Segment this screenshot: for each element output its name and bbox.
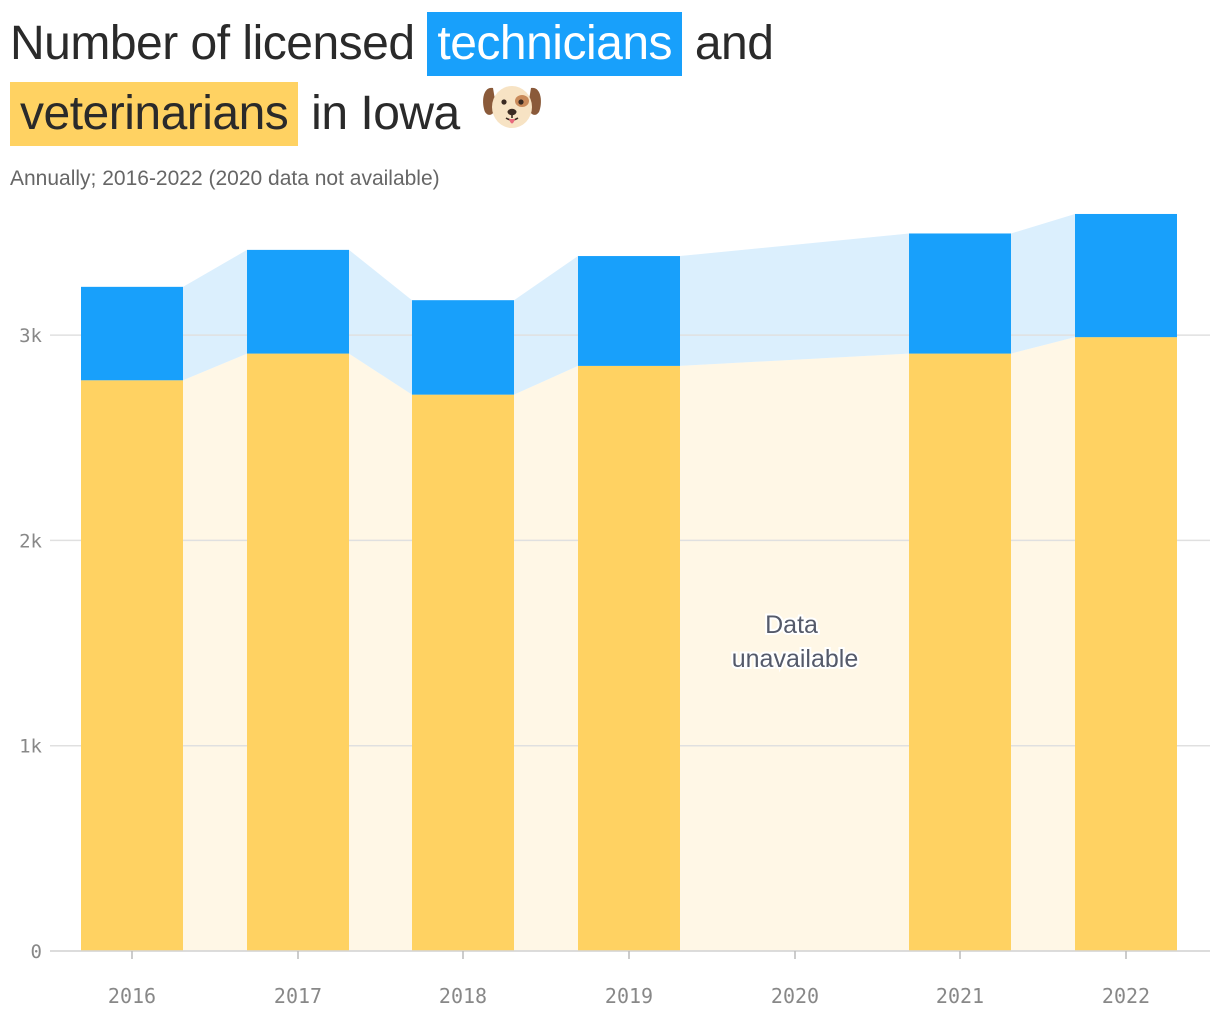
bar-technicians-2017 bbox=[247, 249, 349, 354]
bar-veterinarians-2021 bbox=[909, 353, 1011, 951]
bar-technicians-2018 bbox=[412, 300, 514, 395]
y-tick-label: 3k bbox=[19, 325, 42, 347]
x-tick-label: 2021 bbox=[936, 984, 984, 1008]
bar-technicians-2021 bbox=[909, 233, 1011, 354]
y-tick-label: 2k bbox=[19, 530, 42, 552]
bar-technicians-2016 bbox=[81, 286, 183, 381]
x-tick-label: 2022 bbox=[1102, 984, 1150, 1008]
bar-veterinarians-2022 bbox=[1075, 337, 1177, 951]
annotation-line-1: Data bbox=[765, 611, 818, 639]
bar-veterinarians-2017 bbox=[247, 353, 349, 951]
title-technicians-highlight: technicians bbox=[427, 12, 683, 76]
data-unavailable-label: Data unavailable bbox=[732, 611, 859, 673]
title-text-3: in Iowa bbox=[311, 87, 460, 141]
x-tick-label: 2016 bbox=[108, 984, 156, 1008]
bar-veterinarians-2018 bbox=[412, 394, 514, 952]
annotation-line-2: unavailable bbox=[732, 645, 859, 673]
bar-technicians-2022 bbox=[1075, 213, 1177, 338]
title-text-1: Number of licensed bbox=[10, 17, 415, 70]
y-tick-label: 1k bbox=[19, 736, 42, 758]
x-axis: 2016 2017 2018 2019 2020 2021 2022 bbox=[50, 950, 1210, 1008]
x-tick-label: 2018 bbox=[439, 984, 487, 1008]
chart-subtitle: Annually; 2016-2022 (2020 data not avail… bbox=[10, 167, 440, 190]
bars bbox=[81, 213, 1177, 952]
title-text-2: and bbox=[694, 17, 774, 70]
chart-title: Number of licensed technicians and veter… bbox=[10, 10, 1210, 155]
title-veterinarians-highlight: veterinarians bbox=[10, 82, 299, 147]
bar-veterinarians-2016 bbox=[81, 380, 183, 951]
bar-veterinarians-2019 bbox=[578, 365, 680, 951]
y-axis: 0 1k 2k 3k bbox=[19, 325, 42, 963]
x-tick-label: 2019 bbox=[605, 984, 653, 1008]
x-tick-label: 2020 bbox=[771, 984, 819, 1008]
dog-face-icon bbox=[481, 78, 543, 155]
x-tick-label: 2017 bbox=[274, 984, 322, 1008]
bar-technicians-2019 bbox=[578, 256, 680, 366]
y-tick-label: 0 bbox=[31, 941, 42, 963]
